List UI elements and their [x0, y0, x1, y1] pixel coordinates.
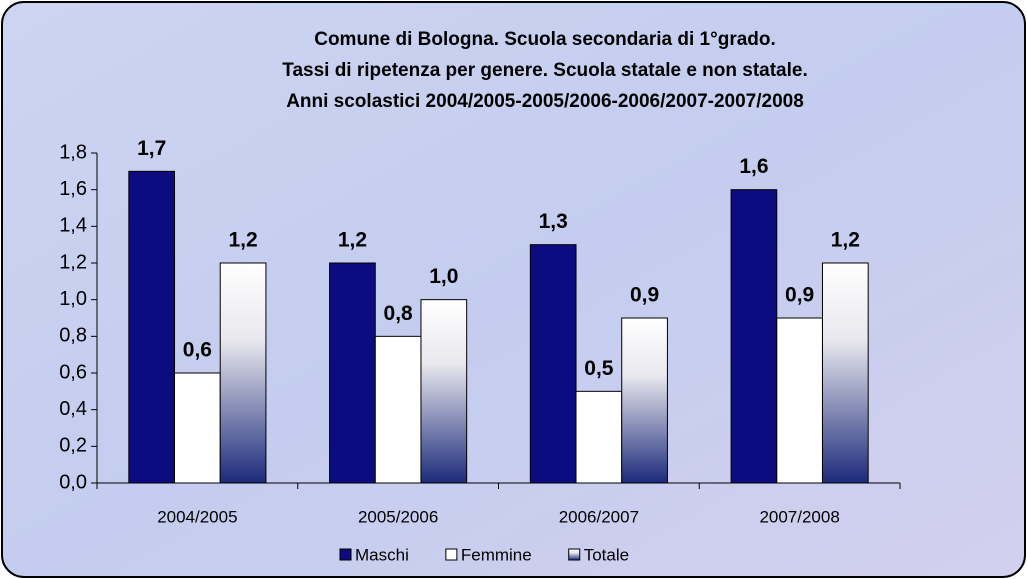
bar	[821, 262, 869, 484]
bar	[575, 390, 623, 484]
bar	[621, 317, 668, 484]
y-tick-label: 1,0	[59, 288, 87, 310]
bar	[776, 317, 823, 484]
x-tick-label: 2004/2005	[157, 507, 237, 526]
y-tick-label: 0,2	[59, 435, 87, 457]
bar	[374, 335, 422, 484]
value-label: 0,6	[183, 339, 212, 362]
chart-title: Anni scolastici 2004/2005-2005/2006-2006…	[286, 91, 804, 112]
value-label: 1,2	[831, 229, 860, 252]
x-tick-label: 2005/2006	[358, 507, 438, 526]
value-label: 0,8	[384, 302, 414, 325]
value-label: 1,6	[739, 155, 768, 178]
bar	[174, 372, 221, 484]
value-label: 0,9	[785, 284, 814, 307]
value-label: 0,9	[630, 284, 659, 307]
value-label: 1,3	[539, 210, 568, 233]
y-tick-label: 0,6	[59, 361, 87, 383]
x-tick-label: 2006/2007	[559, 507, 639, 526]
chart-title: Comune di Bologna. Scuola secondaria di …	[314, 29, 776, 50]
x-tick-label: 2007/2008	[759, 507, 839, 526]
y-tick-label: 1,2	[59, 251, 87, 273]
bar	[730, 189, 778, 484]
bar	[219, 262, 267, 484]
bar	[529, 244, 577, 484]
value-label: 0,5	[584, 357, 614, 380]
y-tick-label: 1,4	[59, 215, 87, 237]
bar	[128, 170, 176, 484]
y-tick-label: 1,8	[59, 141, 87, 163]
legend-swatch	[445, 548, 458, 561]
value-label: 1,2	[228, 229, 257, 252]
y-tick-label: 0,0	[59, 471, 87, 493]
legend-label: Femmine	[461, 545, 532, 564]
value-label: 1,2	[338, 229, 367, 252]
legend-swatch	[568, 548, 581, 561]
value-label: 1,0	[429, 265, 458, 288]
y-tick-label: 0,4	[59, 398, 87, 420]
value-label: 1,7	[137, 137, 166, 160]
legend-label: Maschi	[355, 545, 409, 564]
y-tick-label: 1,6	[59, 178, 87, 200]
y-tick-label: 0,8	[59, 325, 87, 347]
bar	[329, 262, 376, 484]
bar	[420, 299, 468, 484]
legend-swatch	[339, 548, 352, 561]
legend-label: Totale	[584, 545, 629, 564]
chart-title: Tassi di ripetenza per genere. Scuola st…	[282, 60, 808, 81]
